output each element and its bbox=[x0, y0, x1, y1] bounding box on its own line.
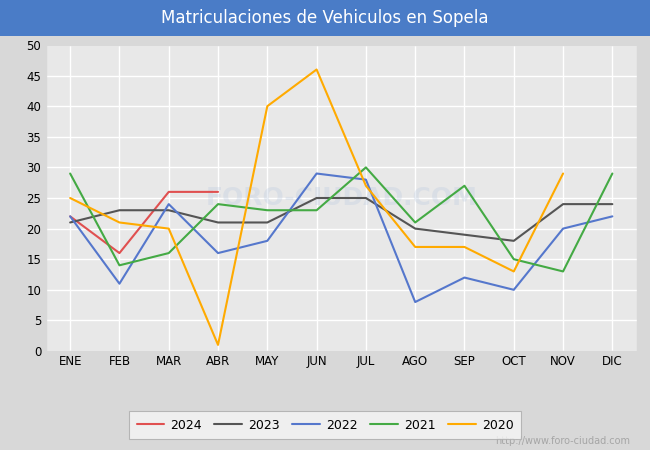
Legend: 2024, 2023, 2022, 2021, 2020: 2024, 2023, 2022, 2021, 2020 bbox=[129, 411, 521, 439]
Text: http://www.foro-ciudad.com: http://www.foro-ciudad.com bbox=[495, 436, 630, 446]
Text: FORO-CIUDAD.COM: FORO-CIUDAD.COM bbox=[205, 186, 477, 210]
Text: Matriculaciones de Vehiculos en Sopela: Matriculaciones de Vehiculos en Sopela bbox=[161, 9, 489, 27]
